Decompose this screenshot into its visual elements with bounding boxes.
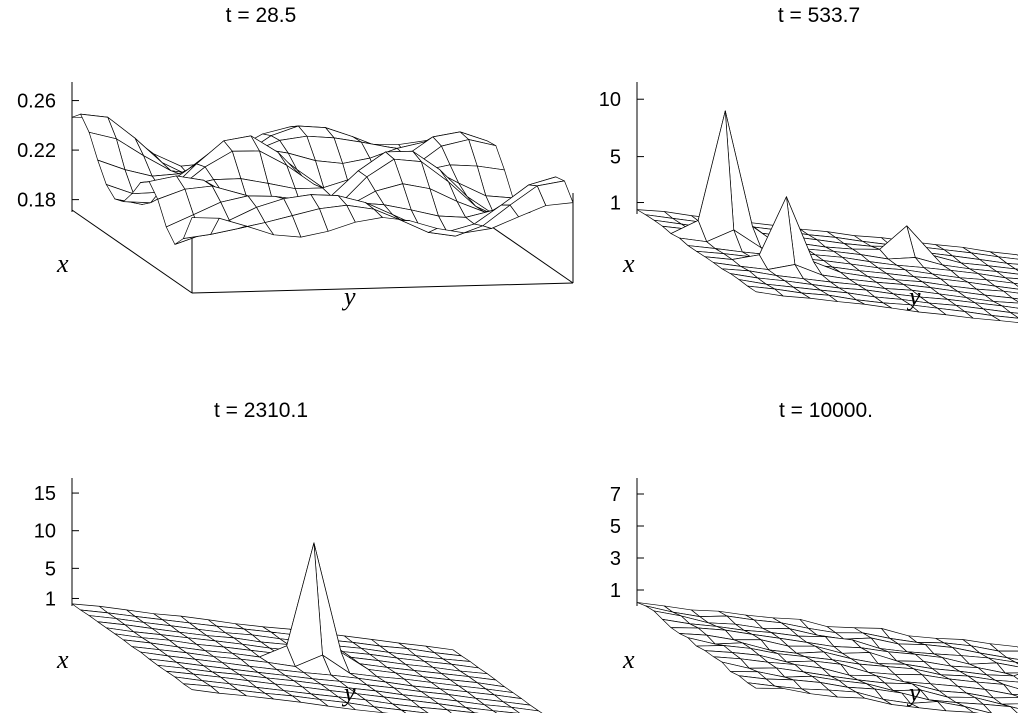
z-tick-label: 1 xyxy=(610,580,621,602)
surface-cell xyxy=(446,709,476,713)
z-ticks: 0.18 0.22 0.26 xyxy=(17,91,79,212)
y-axis-label: y xyxy=(341,678,356,707)
z-tick-label: 15 xyxy=(34,483,56,505)
z-tick-label: 0.26 xyxy=(17,91,56,113)
z-tick-label: 10 xyxy=(34,521,56,543)
plot-title: t = 533.7 xyxy=(778,4,860,27)
z-ticks: 1 3 5 7 xyxy=(610,484,644,602)
surface-cell xyxy=(400,709,429,713)
surface-cell xyxy=(183,683,220,694)
z-tick-label: 5 xyxy=(610,147,621,169)
x-axis-label: x xyxy=(56,249,69,278)
y-axis-label: y xyxy=(906,678,921,707)
z-tick-label: 5 xyxy=(610,516,621,538)
x-axis-label: x xyxy=(622,645,635,674)
z-tick-label: 5 xyxy=(45,558,56,580)
box-edge xyxy=(191,282,574,294)
box-edge xyxy=(71,209,193,294)
surface-cell xyxy=(1013,282,1018,287)
y-axis-label: y xyxy=(906,282,921,311)
z-tick-label: 10 xyxy=(599,89,621,111)
x-axis-label: x xyxy=(622,249,635,278)
surface-plot-t-28-5: t = 28.5 0.18 0.22 0.26 x y xyxy=(17,4,574,311)
surface-mesh xyxy=(71,113,574,245)
surface-cell xyxy=(747,285,784,297)
plot-title: t = 2310.1 xyxy=(214,399,308,422)
surface-mesh xyxy=(71,542,543,713)
plot-title: t = 28.5 xyxy=(226,4,297,27)
z-tick-label: 1 xyxy=(610,193,621,215)
z-tick-label: 0.22 xyxy=(17,140,56,162)
plot-title: t = 10000. xyxy=(779,399,873,422)
z-tick-label: 1 xyxy=(45,588,56,610)
surface-mesh xyxy=(636,110,1018,323)
z-tick-label: 0.18 xyxy=(17,190,56,212)
surface-cell xyxy=(183,217,220,239)
z-tick-label: 7 xyxy=(610,484,621,506)
surface-mesh xyxy=(636,602,1018,713)
surface-plot-t-10000: t = 10000. 1 3 5 7 x y xyxy=(610,399,1018,713)
x-axis-label: x xyxy=(56,645,69,674)
z-tick-label: 3 xyxy=(610,548,621,570)
surface-cell xyxy=(747,682,784,689)
y-axis-label: y xyxy=(341,282,356,311)
